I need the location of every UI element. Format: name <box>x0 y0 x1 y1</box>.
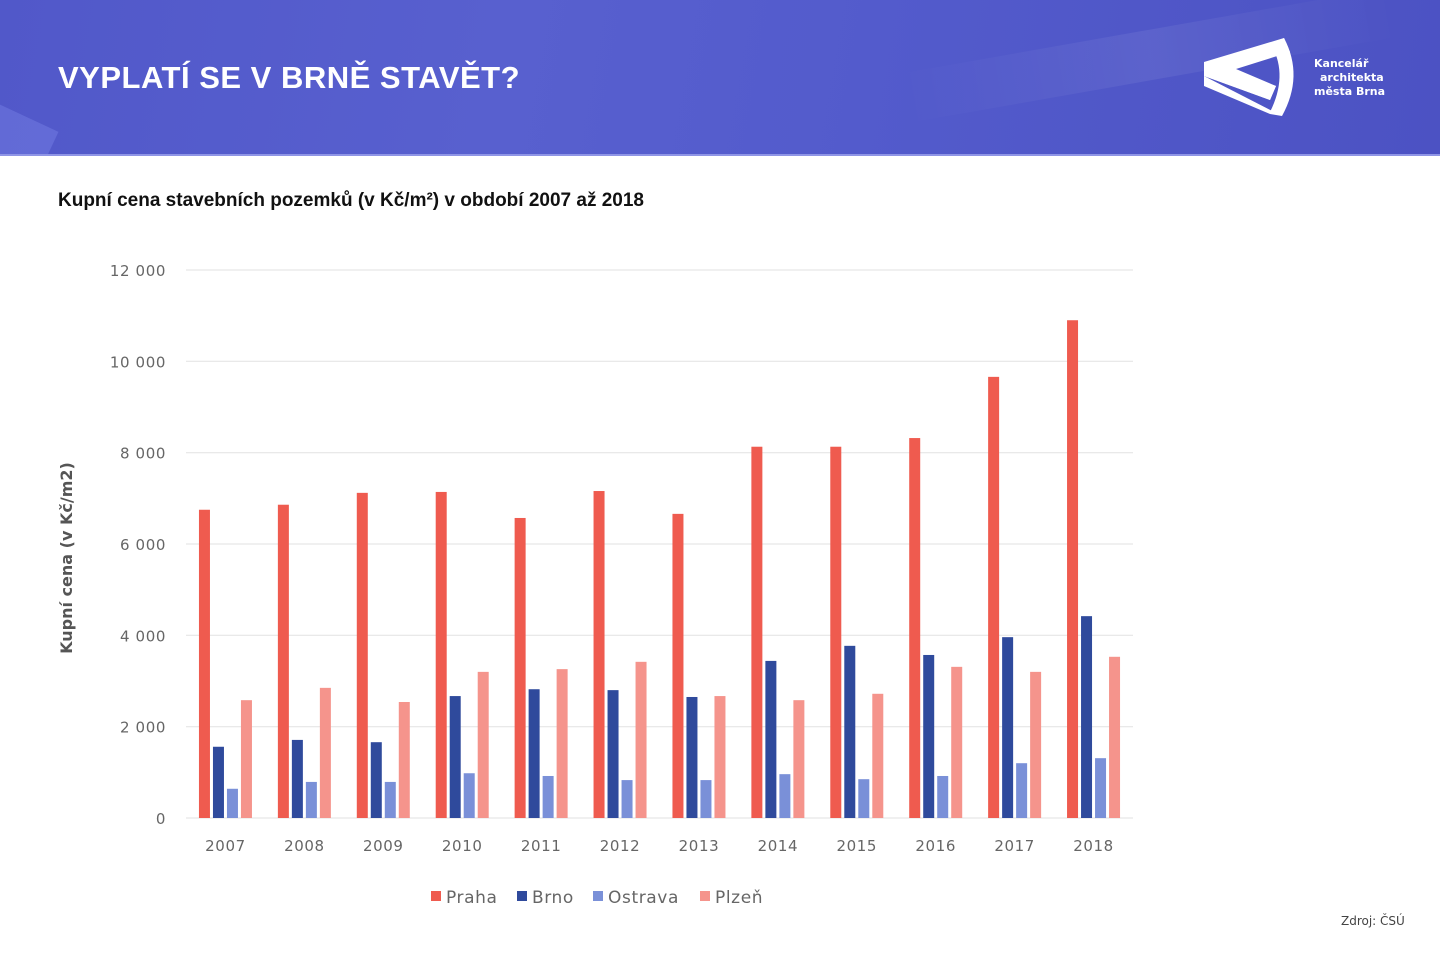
bar-ostrava-2017 <box>1016 763 1028 818</box>
logo-line: architekta <box>1320 71 1384 84</box>
y-tick-label: 12 000 <box>110 262 166 280</box>
y-axis-title: Kupní cena (v Kč/m2) <box>57 462 76 654</box>
bar-brno-2007 <box>212 746 224 818</box>
bar-praha-2009 <box>356 492 368 818</box>
kam-logo-icon <box>1204 38 1294 116</box>
bar-praha-2015 <box>830 446 842 818</box>
x-tick-label: 2007 <box>205 837 246 855</box>
bar-ostrava-2014 <box>779 774 791 818</box>
x-tick-label: 2016 <box>915 837 956 855</box>
bar-plzeň-2008 <box>319 687 331 818</box>
bar-plzeň-2007 <box>240 700 252 818</box>
x-tick-label: 2009 <box>363 837 404 855</box>
x-tick-label: 2011 <box>521 837 562 855</box>
bar-plzeň-2015 <box>872 693 884 818</box>
bar-praha-2010 <box>435 491 447 818</box>
y-tick-label: 8 000 <box>120 445 166 463</box>
bar-plzeň-2009 <box>398 702 410 818</box>
bar-ostrava-2012 <box>621 780 633 818</box>
chart-title: Kupní cena stavebních pozemků (v Kč/m²) … <box>58 190 645 211</box>
bar-praha-2013 <box>672 513 684 818</box>
bar-plzeň-2013 <box>714 696 726 818</box>
bar-brno-2013 <box>686 696 698 818</box>
y-axis-ticks: 0 2 000 4 000 6 000 8 000 10 000 12 000 <box>110 262 166 828</box>
bar-plzeň-2012 <box>635 661 647 818</box>
x-tick-label: 2015 <box>837 837 878 855</box>
bar-plzeň-2010 <box>477 671 489 818</box>
bar-brno-2011 <box>528 689 540 818</box>
x-tick-label: 2008 <box>284 837 325 855</box>
bar-ostrava-2010 <box>463 773 475 818</box>
bar-ostrava-2007 <box>226 788 238 818</box>
bar-ostrava-2013 <box>700 780 712 818</box>
bar-praha-2007 <box>198 509 210 818</box>
legend-label: Praha <box>446 888 498 908</box>
y-tick-label: 2 000 <box>120 719 166 737</box>
legend-swatch-plzeň <box>700 891 710 901</box>
x-tick-label: 2012 <box>600 837 641 855</box>
bar-brno-2010 <box>449 696 461 818</box>
bar-brno-2014 <box>765 660 777 818</box>
y-tick-label: 10 000 <box>110 353 166 371</box>
header-banner: VYPLATÍ SE V BRNĚ STAVĚT? Kancelář archi… <box>0 0 1440 156</box>
y-tick-label: 4 000 <box>120 627 166 645</box>
x-tick-label: 2017 <box>994 837 1035 855</box>
bar-brno-2008 <box>291 739 303 818</box>
bar-ostrava-2009 <box>384 781 396 818</box>
bar-brno-2018 <box>1081 616 1093 818</box>
bar-brno-2016 <box>923 654 935 818</box>
bar-ostrava-2011 <box>542 775 554 818</box>
bar-plzeň-2014 <box>793 700 805 818</box>
bar-plzeň-2011 <box>556 669 568 818</box>
bar-brno-2017 <box>1002 637 1014 818</box>
legend-label: Ostrava <box>608 888 679 908</box>
bar-plzeň-2016 <box>951 666 963 818</box>
legend: Praha Brno Ostrava Plzeň <box>431 888 763 908</box>
bar-praha-2016 <box>909 438 921 818</box>
bar-brno-2015 <box>844 645 856 818</box>
bar-plzeň-2018 <box>1109 656 1121 818</box>
page-title: VYPLATÍ SE V BRNĚ STAVĚT? <box>58 60 521 95</box>
x-tick-label: 2018 <box>1073 837 1114 855</box>
bar-praha-2008 <box>277 504 289 818</box>
logo-line: Kancelář <box>1314 57 1369 70</box>
bar-praha-2011 <box>514 517 526 818</box>
bar-brno-2009 <box>370 742 382 818</box>
logo-text: Kancelář architekta města Brna <box>1314 57 1385 99</box>
legend-swatch-brno <box>517 891 527 901</box>
legend-swatch-praha <box>431 891 441 901</box>
x-axis-ticks: 2007 2008 2009 2010 2011 2012 2013 2014 2015 2016… <box>205 837 1114 855</box>
bar-ostrava-2015 <box>858 779 870 818</box>
gridlines <box>186 269 1133 819</box>
y-tick-label: 0 <box>156 810 166 828</box>
bar-praha-2012 <box>593 491 605 818</box>
legend-swatch-ostrava <box>593 891 603 901</box>
x-tick-label: 2014 <box>758 837 799 855</box>
bar-ostrava-2008 <box>305 781 317 818</box>
x-tick-label: 2013 <box>679 837 720 855</box>
x-tick-label: 2010 <box>442 837 483 855</box>
bar-praha-2014 <box>751 446 763 818</box>
bar-praha-2017 <box>988 376 1000 818</box>
logo-line: města Brna <box>1314 85 1386 98</box>
bar-ostrava-2018 <box>1095 758 1107 818</box>
bar-plzeň-2017 <box>1030 671 1042 818</box>
bar-brno-2012 <box>607 690 619 818</box>
bar-ostrava-2016 <box>937 775 949 818</box>
legend-label: Plzeň <box>715 888 763 908</box>
bars <box>198 320 1121 818</box>
y-tick-label: 6 000 <box>120 536 166 554</box>
source-note: Zdroj: ČSÚ <box>1341 914 1405 928</box>
bar-praha-2018 <box>1067 320 1079 818</box>
legend-label: Brno <box>532 888 574 908</box>
